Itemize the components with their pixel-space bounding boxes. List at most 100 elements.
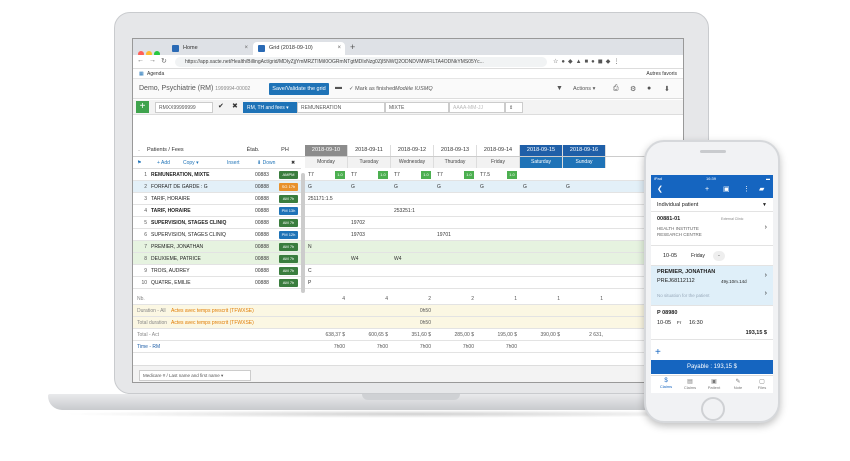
url-input[interactable]: https://app.xacte.net/Health/BillingAct/… [175, 57, 547, 67]
grid-cell[interactable]: W4 [394, 256, 402, 262]
phone-tab[interactable]: ✎ Note [727, 378, 749, 390]
date-header[interactable]: 2018-09-13 [434, 145, 477, 156]
row-name[interactable]: SUPERVISION, STAGES CLINIQ [151, 232, 226, 238]
row-name[interactable]: PREMIER, JONATHAN [151, 244, 204, 250]
row-name[interactable]: DEUXIEME, PATRICE [151, 256, 201, 262]
save-validate-button[interactable]: Save/Validate the grid [269, 83, 329, 95]
browser-tab-grid[interactable]: Grid (2018-09-10) × [253, 42, 345, 55]
browser-tab-home[interactable]: Home × [167, 42, 252, 55]
close-icon[interactable]: ✖ [232, 103, 238, 110]
patient-type-select[interactable]: Individual patient ▼ [651, 198, 773, 212]
close-tab-icon[interactable]: × [337, 45, 341, 51]
date-header[interactable]: 2018-09-11 [348, 145, 391, 156]
bookmark-agenda[interactable]: Agenda [147, 71, 165, 77]
row-name[interactable]: QUATRE, EMILIE [151, 280, 191, 286]
insert-button[interactable]: Insert [227, 160, 240, 166]
add-row-button[interactable]: + [136, 101, 149, 113]
table-row[interactable]: 1 REMUNERATION, MIXTE 00883 AMPM T7 1.0 T7 1.0 T… [133, 169, 683, 181]
date-header[interactable]: 2018-09-14 [477, 145, 520, 156]
grid-cell[interactable]: G [437, 184, 441, 190]
table-row[interactable]: 5 SUPERVISION, STAGES CLINIQ 00888 AM 7h 197… [133, 217, 683, 229]
patient-card[interactable]: PREMIER, JONATHAN PREJ68112112 49y.10m.1… [651, 266, 773, 306]
time-field[interactable]: AAAA-MM-JJ [449, 102, 505, 113]
extension-icons[interactable]: ☆●◆▲■●◼◆⋮ [553, 59, 623, 65]
chat-icon[interactable]: ▰ [759, 186, 765, 193]
row-name[interactable]: TARIF, HORAIRE [151, 208, 191, 214]
mark-finished-button[interactable]: ✓ Mark as finished [349, 86, 396, 92]
table-row[interactable]: 6 SUPERVISION, STAGES CLINIQ 00888 PM 12h 19… [133, 229, 683, 241]
add-icon[interactable]: + [655, 347, 661, 358]
user-icon[interactable]: ● [647, 85, 652, 92]
grid-cell[interactable]: G [523, 184, 527, 190]
actions-menu[interactable]: Actions ▾ [573, 86, 596, 92]
add-button[interactable]: + Add [157, 160, 170, 166]
check-icon[interactable]: ✔ [218, 103, 224, 110]
down-button[interactable]: ⬇ Down [257, 160, 276, 166]
grid-cell[interactable]: G [566, 184, 570, 190]
grid-cell[interactable]: 19701 [437, 232, 451, 238]
close-icon[interactable]: ✖ [291, 160, 296, 166]
doctor-field[interactable]: RMXX99999999 [155, 102, 213, 113]
phone-tab[interactable]: ▤ Claims [679, 378, 701, 390]
time-select[interactable]: ⇕ [505, 102, 523, 113]
grid-cell[interactable]: 19703 [351, 232, 365, 238]
service-card[interactable]: P 08980 10-05 Fr 16:30 193,15 $ [651, 306, 773, 340]
grid-cell[interactable]: 251171:1.5 [308, 196, 333, 202]
gear-icon[interactable]: ⚙ [630, 86, 637, 93]
reload-icon[interactable]: ↻ [161, 58, 167, 65]
comment-icon[interactable]: ▬ [335, 84, 342, 91]
grid-cell[interactable]: C [308, 268, 312, 274]
table-row[interactable]: 2 FORFAIT DE GARDE : G 00888 SG 17h G G G G G G G [133, 181, 683, 193]
new-tab-icon[interactable]: + [350, 42, 356, 52]
grid-cell[interactable]: T7 [437, 172, 443, 178]
grid-cell[interactable]: T7 [394, 172, 400, 178]
copy-button[interactable]: Copy ▾ [183, 160, 199, 166]
grid-cell[interactable]: N [308, 244, 312, 250]
grid-cell[interactable]: P [308, 280, 312, 286]
date-header[interactable]: 2018-09-10 [305, 145, 348, 156]
row-name[interactable]: TROIS, AUDREY [151, 268, 190, 274]
add-icon[interactable]: + [705, 186, 710, 193]
patient-search-select[interactable]: Medicare # / Last name and first name ▾ [139, 370, 251, 381]
grid-cell[interactable]: G [480, 184, 484, 190]
date-row[interactable]: 10-05 Friday - [651, 246, 773, 266]
minimize-window-icon[interactable] [146, 51, 152, 57]
date-header[interactable]: 2018-09-15 [520, 145, 563, 156]
mixte-field[interactable]: MIXTE [385, 102, 449, 113]
row-name[interactable]: SUPERVISION, STAGES CLINIQ [151, 220, 227, 226]
grid-cell[interactable]: W4 [351, 256, 359, 262]
grid-cell[interactable]: G [351, 184, 355, 190]
minus-icon[interactable]: - [713, 251, 725, 261]
print-icon[interactable]: ⎙ [613, 85, 619, 92]
table-row[interactable]: 3 TARIF, HORAIRE 00888 AM 7h 251171:1.5 [133, 193, 683, 205]
close-window-icon[interactable] [138, 51, 144, 57]
date-header[interactable]: 2018-09-12 [391, 145, 434, 156]
download-icon[interactable]: ⬇ [664, 86, 670, 93]
home-button[interactable] [701, 397, 725, 421]
close-tab-icon[interactable]: × [244, 45, 248, 51]
flag-icon[interactable]: ⚑ [137, 160, 142, 166]
phone-tab[interactable]: $ Claims [655, 378, 677, 389]
grid-cell[interactable]: 253251:1 [394, 208, 415, 214]
save-icon[interactable]: ▣ [723, 186, 730, 193]
table-row[interactable]: 4 TARIF, HORAIRE 00888 PM 13h 253251:1 [133, 205, 683, 217]
row-name[interactable]: REMUNERATION, MIXTE [151, 172, 210, 178]
more-icon[interactable]: ⋮ [743, 186, 750, 193]
maximize-window-icon[interactable] [154, 51, 160, 57]
row-name[interactable]: FORFAIT DE GARDE : G [151, 184, 208, 190]
row-name[interactable]: TARIF, HORAIRE [151, 196, 191, 202]
grid-cell[interactable]: G [394, 184, 398, 190]
date-header[interactable]: 2018-09-16 [563, 145, 606, 156]
grid-cell[interactable]: T7.5 [480, 172, 491, 178]
institute-card[interactable]: 00881-01 External Clinic HEALTH INSTITUT… [651, 212, 773, 246]
grid-cell[interactable]: T7 [308, 172, 314, 178]
phone-tab[interactable]: ▣ Patient [703, 378, 725, 390]
forward-icon[interactable]: → [149, 57, 156, 64]
vertical-scrollbar[interactable] [301, 173, 305, 293]
mode-select[interactable]: RM, TH and fees ▾ [243, 102, 297, 113]
grid-cell[interactable]: T7 [351, 172, 357, 178]
